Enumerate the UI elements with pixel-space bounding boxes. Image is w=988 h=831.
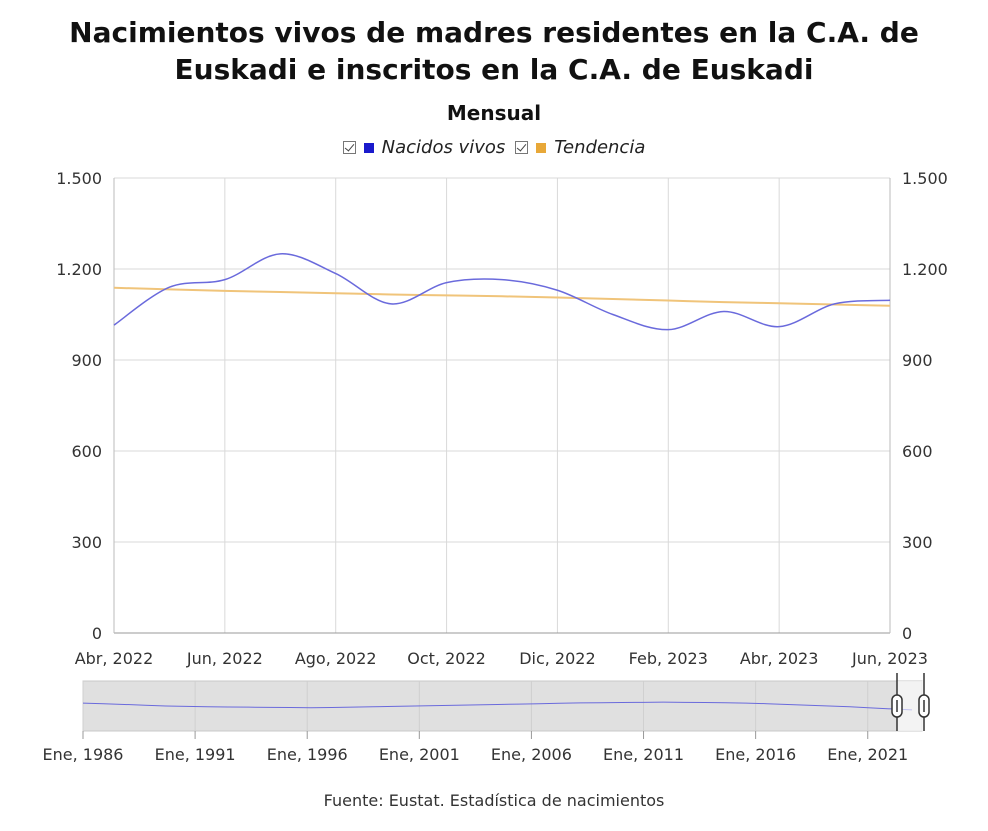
legend-swatch-nacidos-vivos <box>363 142 374 153</box>
y-tick-label-left: 1.500 <box>56 169 102 188</box>
y-tick-label-left: 900 <box>71 351 102 370</box>
y-tick-label-left: 600 <box>71 442 102 461</box>
y-tick-label-left: 0 <box>92 624 102 643</box>
chart-title-line-2: Euskadi e inscritos en la C.A. de Euskad… <box>174 53 814 86</box>
x-tick-label: Oct, 2022 <box>407 649 486 668</box>
navigator-tick-label: Ene, 1986 <box>43 745 124 764</box>
navigator-tick-label: Ene, 2001 <box>379 745 460 764</box>
y-tick-label-right: 600 <box>902 442 933 461</box>
navigator-tick-label: Ene, 1996 <box>267 745 348 764</box>
y-tick-label-left: 1.200 <box>56 260 102 279</box>
legend-label-tendencia: Tendencia <box>554 137 646 158</box>
x-tick-label: Jun, 2023 <box>851 649 928 668</box>
navigator-tick-label: Ene, 2016 <box>715 745 796 764</box>
x-tick-label: Abr, 2023 <box>740 649 819 668</box>
source-note: Fuente: Eustat. Estadística de nacimient… <box>323 791 665 810</box>
navigator-background <box>82 680 923 732</box>
checkbox-icon[interactable] <box>515 141 529 154</box>
legend-item-tendencia[interactable]: Tendencia <box>515 137 645 158</box>
x-tick-label: Ago, 2022 <box>295 649 377 668</box>
chart-area: 0 0 300 300 600 600 900 900 1.200 1.200 1.500 1.500… <box>43 169 948 764</box>
navigator-tick-label: Ene, 2011 <box>603 745 684 764</box>
legend: Nacidos vivos Tendencia <box>0 137 988 158</box>
legend-label-nacidos-vivos: Nacidos vivos <box>381 137 506 158</box>
navigator-tick-label: Ene, 2021 <box>827 745 908 764</box>
series-line-tendencia <box>113 286 891 307</box>
y-tick-label-right: 300 <box>902 533 933 552</box>
y-tick-label-right: 0 <box>902 624 912 643</box>
y-tick-label-left: 300 <box>71 533 102 552</box>
navigator-tick-label: Ene, 1991 <box>155 745 236 764</box>
chart-subtitle: Mensual <box>446 101 542 125</box>
y-tick-label-right: 1.500 <box>902 169 948 188</box>
y-tick-label-right: 900 <box>902 351 933 370</box>
legend-swatch-tendencia <box>536 142 547 153</box>
chart-title: Nacimientos vivos de madres residentes e… <box>0 14 988 88</box>
y-tick-label-right: 1.200 <box>902 260 948 279</box>
x-tick-label: Feb, 2023 <box>629 649 708 668</box>
navigator-handle-right[interactable] <box>918 673 930 731</box>
x-tick-label: Abr, 2022 <box>75 649 154 668</box>
legend-item-nacidos-vivos[interactable]: Nacidos vivos <box>342 137 506 158</box>
navigator-tick-label: Ene, 2006 <box>491 745 572 764</box>
x-tick-label: Dic, 2022 <box>519 649 595 668</box>
checkbox-icon[interactable] <box>342 141 356 154</box>
series-line-nacidos-vivos <box>113 253 891 331</box>
navigator-handle-left[interactable] <box>891 673 903 731</box>
navigator-series-line <box>82 701 913 711</box>
x-tick-label: Jun, 2022 <box>186 649 263 668</box>
chart-title-line-1: Nacimientos vivos de madres residentes e… <box>69 16 919 49</box>
